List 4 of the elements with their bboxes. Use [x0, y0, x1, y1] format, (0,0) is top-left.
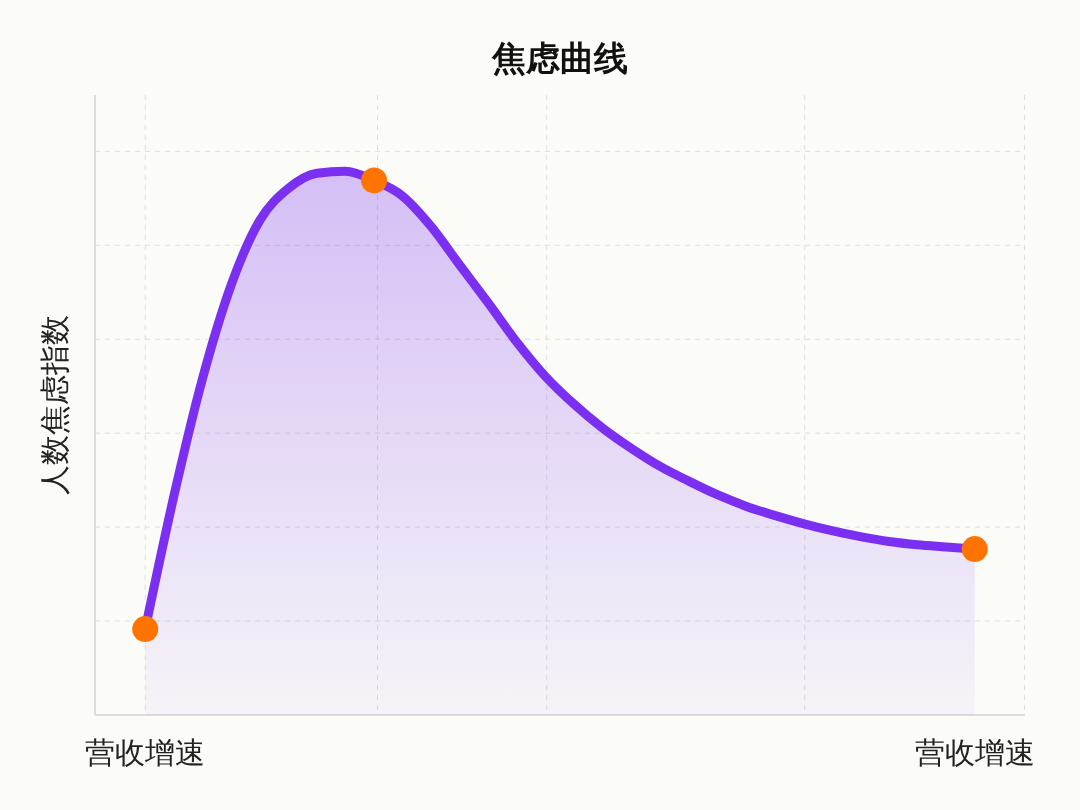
- x-tick-label: 营收增速: [914, 735, 1035, 770]
- chart-title: 焦虑曲线: [491, 38, 628, 78]
- x-tick-label: 营收增速: [85, 735, 206, 770]
- y-axis-title: 人数焦虑指数: [37, 315, 72, 495]
